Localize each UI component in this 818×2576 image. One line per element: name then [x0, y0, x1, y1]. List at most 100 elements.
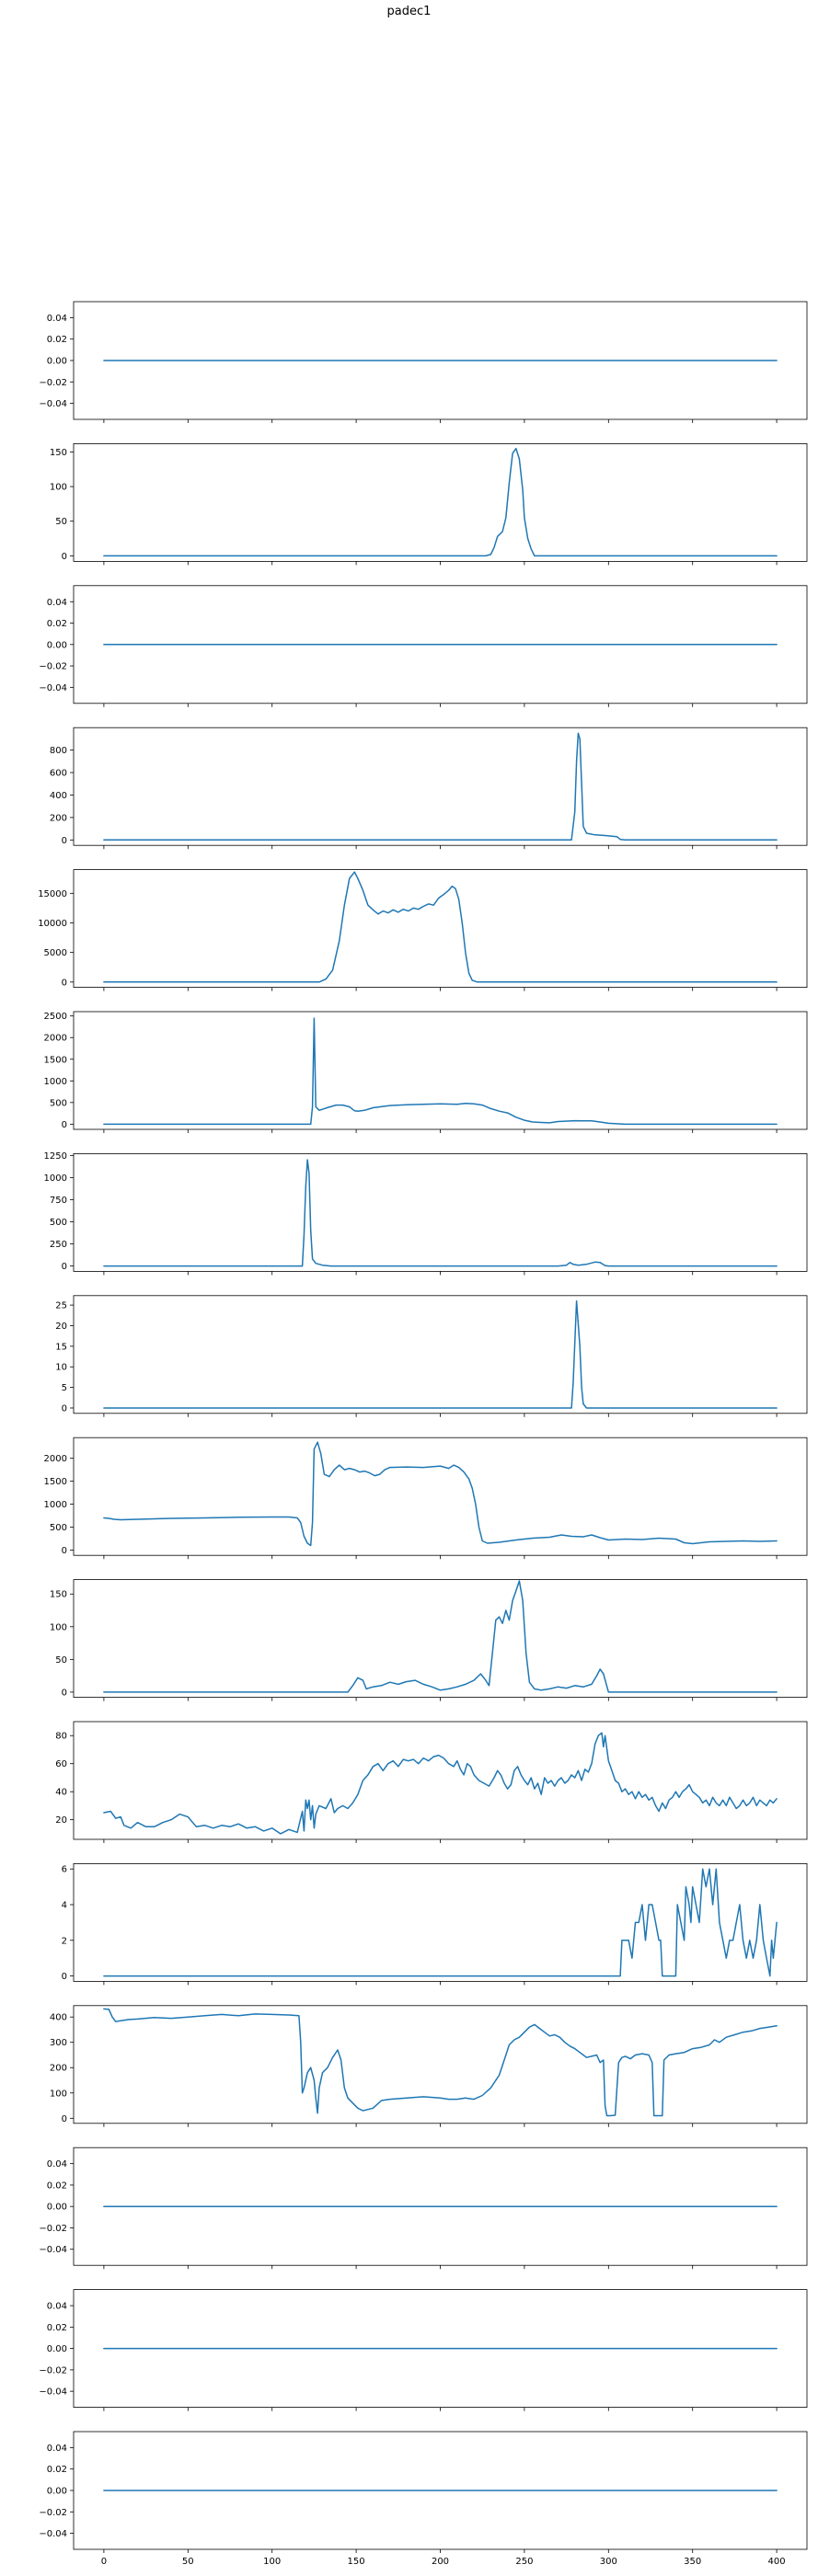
y-tick-label: 1500 [44, 1055, 67, 1065]
series-line [103, 447, 778, 557]
y-tick-label: 2 [62, 1936, 67, 1946]
y-tick-label: −0.02 [39, 662, 67, 672]
y-tick-label: 1500 [44, 1477, 67, 1487]
subplot-13: 0 100 200 300 400 [50, 2005, 808, 2127]
y-tick-label: 500 [50, 1218, 67, 1228]
figure-suptitle: padec1 [387, 5, 432, 18]
subplot-8: 0 5 10 15 20 25 [55, 1295, 808, 1417]
series-line [103, 1299, 778, 1409]
series-line [103, 2008, 778, 2117]
x-tick-label: 200 [432, 2557, 449, 2567]
y-tick-label: 2500 [44, 1012, 67, 1022]
y-tick-label: 0.04 [47, 2302, 67, 2312]
y-tick-label: −0.04 [39, 2529, 67, 2539]
series-line [103, 1732, 778, 1835]
y-tick-label: 150 [50, 448, 67, 458]
y-tick-label: 40 [55, 1788, 67, 1798]
y-tick-label: 5000 [44, 948, 67, 958]
y-tick-label: 150 [50, 1590, 67, 1600]
y-tick-label: 500 [50, 1098, 67, 1108]
series-line [103, 1017, 778, 1126]
y-tick-label: 10 [55, 1363, 67, 1373]
y-tick-label: 0 [62, 1262, 67, 1272]
subplot-10: 0 50 100 150 [50, 1579, 808, 1701]
y-tick-label: 0.02 [47, 2465, 67, 2475]
y-tick-label: 2000 [44, 1454, 67, 1464]
y-tick-label: 1000 [44, 1077, 67, 1087]
subplot-3: −0.04 −0.02 0.00 0.02 0.04 [39, 585, 808, 707]
subplot-12: 0 2 4 6 [62, 1863, 808, 1986]
y-tick-label: 750 [50, 1196, 67, 1206]
y-tick-label: −0.02 [39, 378, 67, 388]
y-tick-label: 2000 [44, 1034, 67, 1044]
y-tick-label: 0.04 [47, 598, 67, 608]
y-tick-label: 6 [62, 1865, 67, 1875]
y-tick-label: 0.00 [47, 357, 67, 367]
y-tick-label: 100 [50, 483, 67, 493]
subplot-9: 0 500 1000 1500 2000 [44, 1437, 808, 1560]
series-line [103, 871, 778, 983]
y-tick-label: 0 [62, 836, 67, 846]
y-tick-label: 0.04 [47, 314, 67, 324]
y-tick-label: 0.00 [47, 640, 67, 650]
subplot-14: −0.04 −0.02 0.00 0.02 0.04 [39, 2147, 808, 2270]
y-tick-label: 0.04 [47, 2159, 67, 2170]
y-tick-label: 200 [50, 813, 67, 823]
x-tick-label: 150 [348, 2557, 365, 2567]
y-tick-label: 0.02 [47, 619, 67, 629]
y-tick-label: 20 [55, 1815, 67, 1826]
x-tick-label: 100 [263, 2557, 281, 2567]
y-tick-label: 15000 [38, 889, 67, 899]
y-tick-label: 0 [62, 1120, 67, 1130]
y-tick-label: 15 [55, 1342, 67, 1352]
y-tick-label: 250 [50, 1240, 67, 1250]
y-tick-label: 0.02 [47, 2181, 67, 2191]
y-tick-label: 0 [62, 1688, 67, 1698]
y-tick-label: 100 [50, 1622, 67, 1632]
y-tick-label: 50 [55, 517, 67, 527]
subplot-16: −0.04 −0.02 0.00 0.02 0.04 0 50 100 150 200 250 300… [39, 2431, 808, 2567]
y-tick-label: 0.02 [47, 2323, 67, 2333]
x-tick-label: 50 [182, 2557, 194, 2567]
y-tick-label: 200 [50, 2064, 67, 2074]
y-tick-label: 1000 [44, 1174, 67, 1184]
x-tick-label: 300 [600, 2557, 617, 2567]
y-tick-label: 0 [62, 2114, 67, 2124]
x-tick-label: 0 [101, 2557, 107, 2567]
y-tick-label: 400 [50, 791, 67, 801]
subplot-5: 0 5000 10000 15000 [38, 869, 808, 991]
y-tick-label: 0.00 [47, 2487, 67, 2497]
y-tick-label: 400 [50, 2013, 67, 2023]
x-tick-label: 250 [515, 2557, 533, 2567]
y-tick-label: 60 [55, 1759, 67, 1769]
x-tick-label: 350 [684, 2557, 701, 2567]
series-line [103, 1580, 778, 1693]
y-tick-label: 50 [55, 1655, 67, 1666]
y-tick-label: 20 [55, 1322, 67, 1332]
y-tick-label: 0.00 [47, 2203, 67, 2213]
subplot-11: 20 40 60 80 [55, 1721, 808, 1843]
series-line [103, 732, 778, 841]
series-line [103, 1441, 778, 1547]
x-tick-label: 400 [768, 2557, 786, 2567]
y-tick-label: −0.02 [39, 2365, 67, 2376]
y-tick-label: 80 [55, 1732, 67, 1742]
y-tick-label: 1000 [44, 1500, 67, 1510]
y-tick-label: −0.04 [39, 683, 67, 693]
y-tick-label: 10000 [38, 919, 67, 929]
y-tick-label: 0 [62, 1546, 67, 1556]
y-tick-label: −0.04 [39, 399, 67, 409]
y-tick-label: 5 [62, 1383, 67, 1393]
y-tick-label: 0 [62, 978, 67, 988]
y-tick-label: 0.00 [47, 2344, 67, 2354]
y-tick-label: −0.04 [39, 2245, 67, 2255]
y-tick-label: 0 [62, 552, 67, 562]
subplot-7: 0 250 500 750 1000 1250 [44, 1151, 808, 1276]
y-tick-label: 100 [50, 2089, 67, 2099]
y-tick-label: 0 [62, 1972, 67, 1982]
series-line [103, 1868, 778, 1977]
y-tick-label: −0.02 [39, 2224, 67, 2234]
y-tick-label: 4 [62, 1901, 67, 1911]
